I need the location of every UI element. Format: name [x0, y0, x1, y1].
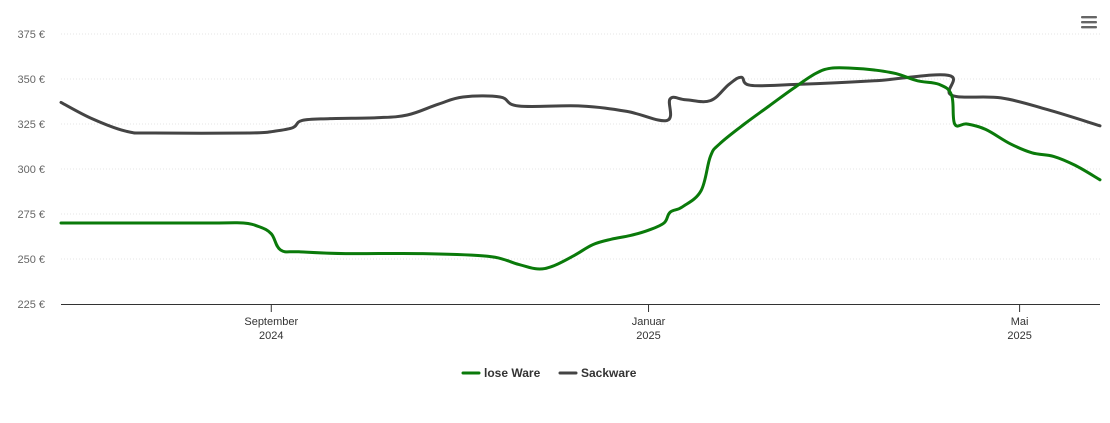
legend: lose Ware Sackware	[461, 366, 637, 380]
x-tick-year-label: 2025	[636, 330, 660, 342]
chart-menu-button[interactable]	[1080, 15, 1098, 31]
y-tick-label: 350 €	[17, 74, 45, 86]
x-tick-year-label: 2025	[1007, 330, 1031, 342]
grid-lines	[61, 33, 1100, 260]
hamburger-menu-icon	[1081, 16, 1097, 29]
y-tick-label: 325 €	[17, 119, 45, 131]
x-tick-year-label: 2024	[259, 330, 283, 342]
x-tick-month-label: Mai	[1011, 316, 1029, 328]
series-line-sackware[interactable]	[59, 73, 1102, 135]
y-tick-label: 300 €	[17, 164, 45, 176]
legend-item-lose-ware[interactable]: lose Ware	[461, 366, 541, 380]
legend-item-sackware[interactable]: Sackware	[558, 366, 637, 380]
y-tick-label: 375 €	[17, 29, 45, 41]
legend-label: lose Ware	[484, 366, 541, 380]
x-axis-ticks: September 2024 Januar 2025 Mai 2025	[244, 304, 1032, 342]
y-tick-label: 275 €	[17, 209, 45, 221]
legend-label: Sackware	[581, 366, 637, 380]
x-tick-month-label: September	[244, 316, 298, 328]
series-lines	[59, 66, 1102, 271]
y-tick-label: 250 €	[17, 254, 45, 266]
y-axis-ticks: 225 € 250 € 275 € 300 € 325 € 350 € 375 €	[17, 29, 45, 311]
y-tick-label: 225 €	[17, 299, 45, 311]
series-line-lose-ware[interactable]	[59, 66, 1102, 271]
x-tick-month-label: Januar	[632, 316, 666, 328]
